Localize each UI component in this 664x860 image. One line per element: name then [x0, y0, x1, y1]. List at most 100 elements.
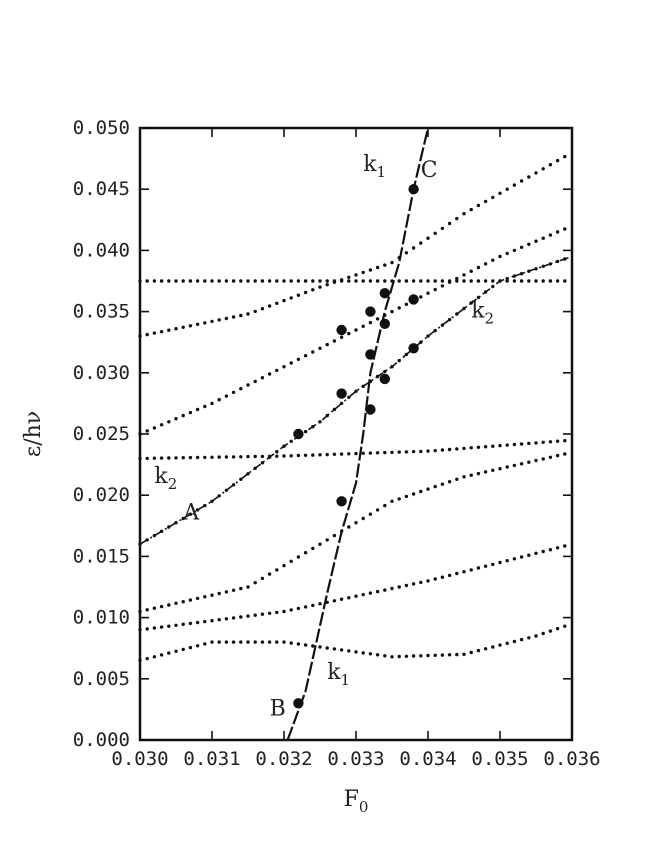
dot [167, 651, 171, 655]
marked-point-10 [379, 318, 390, 329]
dot [397, 654, 401, 659]
dot [383, 654, 387, 658]
dot [411, 654, 416, 658]
dot [289, 439, 293, 443]
dot [260, 279, 265, 283]
dot [555, 453, 560, 458]
annotation-3: k2 [471, 299, 494, 328]
dot [239, 477, 243, 481]
dot [181, 516, 185, 521]
dot [210, 499, 214, 503]
dot [188, 324, 193, 328]
dot [527, 175, 531, 179]
dot [383, 450, 387, 455]
dot [347, 275, 351, 279]
dot [419, 340, 423, 344]
dot [282, 365, 286, 369]
dot [354, 650, 358, 654]
marked-points-layer [293, 184, 419, 709]
dot [455, 216, 459, 221]
dot [426, 291, 430, 295]
dot [368, 268, 373, 272]
dot [181, 647, 185, 652]
dot [419, 241, 423, 245]
dot [303, 643, 308, 647]
dot [167, 420, 171, 424]
dot [167, 525, 171, 529]
dot [440, 575, 445, 579]
dot [361, 279, 365, 283]
dot [390, 499, 394, 503]
dot [188, 598, 193, 602]
dot [181, 325, 185, 329]
dot [512, 183, 517, 187]
dot [145, 627, 149, 631]
dot [224, 316, 229, 321]
dot [318, 279, 322, 283]
dot [527, 279, 531, 283]
y-tick-label: 0.035 [73, 301, 130, 323]
dot [519, 272, 524, 276]
dot [152, 279, 157, 283]
dot [390, 260, 394, 265]
dot [462, 273, 466, 277]
dot [397, 450, 401, 454]
dot [469, 568, 473, 572]
dot [469, 279, 473, 283]
dot [260, 576, 265, 581]
dot [181, 456, 185, 460]
dot [339, 401, 344, 406]
dot [253, 309, 257, 314]
dot [289, 361, 293, 365]
dot [404, 352, 409, 357]
dot [411, 279, 416, 283]
dot [462, 306, 466, 311]
y-tick-label: 0.030 [73, 362, 130, 384]
dot [555, 546, 560, 550]
dot [375, 374, 380, 379]
dot [512, 274, 517, 278]
dot [563, 227, 567, 231]
dot [296, 293, 301, 297]
dot [210, 401, 214, 406]
dot [390, 365, 394, 369]
dot [476, 203, 481, 208]
dot [440, 323, 445, 327]
dot [159, 330, 164, 334]
dot [541, 279, 545, 283]
dot [512, 639, 517, 644]
dot [339, 278, 344, 282]
dot [505, 187, 509, 191]
dot [541, 167, 545, 171]
dot [361, 270, 365, 275]
dot [267, 279, 272, 283]
annotation-text: A [182, 501, 200, 526]
dot [260, 612, 265, 616]
dot [145, 332, 149, 337]
dot [311, 288, 315, 292]
dot [174, 521, 178, 525]
dot [433, 484, 437, 489]
dot [167, 328, 171, 332]
dot [483, 279, 488, 283]
dot [563, 279, 567, 283]
dot [195, 455, 200, 460]
y-tick-label: 0.010 [73, 607, 130, 629]
dot [563, 544, 567, 548]
dot [332, 339, 337, 343]
dot [433, 577, 437, 581]
dotted-series-5 [138, 452, 567, 614]
dot [411, 449, 416, 454]
dot [404, 583, 409, 588]
dot [462, 652, 466, 656]
dot [296, 279, 301, 283]
dot [159, 423, 164, 427]
dot [253, 279, 257, 283]
dot [210, 593, 214, 597]
dot [224, 394, 229, 398]
dot [325, 342, 329, 347]
dot [534, 171, 538, 175]
marked-point-2 [336, 496, 347, 507]
